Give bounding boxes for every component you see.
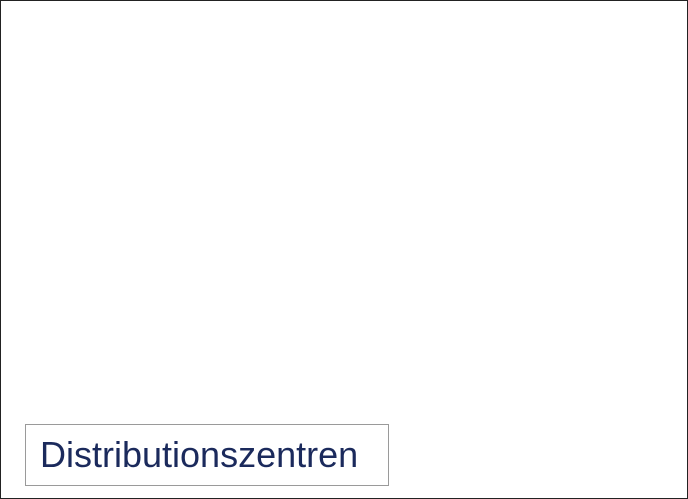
caption: Distributionszentren <box>25 424 389 486</box>
